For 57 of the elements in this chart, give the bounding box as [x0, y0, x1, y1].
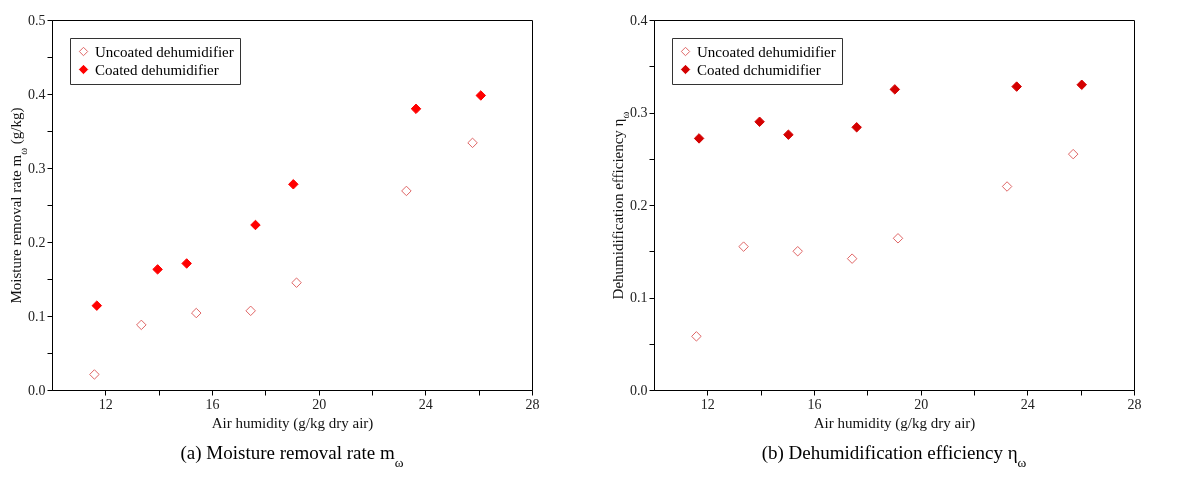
point [889, 84, 901, 95]
point [1011, 81, 1022, 92]
point [136, 319, 147, 331]
y-tick-label: 0.1 [630, 290, 648, 305]
point [291, 277, 302, 288]
y-tick-label: 0.5 [28, 12, 46, 28]
point [475, 90, 487, 101]
point [792, 246, 803, 257]
point [250, 219, 261, 231]
point [691, 331, 702, 342]
x-tick-label: 20 [312, 396, 327, 412]
point [1067, 148, 1079, 160]
x-tick-label: 24 [1020, 396, 1035, 412]
point [245, 305, 256, 317]
legend-label: Uncoated dehumidifier [697, 43, 836, 60]
y-tick-label: 0.1 [28, 308, 46, 324]
x-tick-label: 12 [98, 396, 113, 412]
x-tick-label: 24 [418, 396, 433, 412]
x-axis-title: Air humidity (g/kg dry air) [813, 414, 976, 432]
point [1001, 181, 1013, 192]
y-tick-label: 0.2 [630, 197, 648, 213]
legend-label: Coated dchumidifier [697, 61, 821, 78]
point [288, 179, 299, 190]
point [191, 307, 202, 319]
point [851, 122, 862, 133]
x-tick-label: 20 [914, 396, 929, 412]
text: (b) Dehumidification efficiency η$_{ω}$ [761, 442, 1027, 470]
y-tick-label: 0.4 [630, 12, 648, 28]
x-tick-label: 28 [525, 396, 540, 412]
x-tick-label: 16 [205, 396, 220, 412]
point [846, 253, 858, 264]
point [738, 241, 749, 252]
point [467, 137, 478, 149]
point [89, 369, 100, 380]
x-tick-label: 16 [807, 396, 822, 412]
point [410, 103, 422, 115]
point [892, 233, 904, 244]
point [693, 133, 705, 144]
y-tick-label: 0.3 [28, 160, 46, 176]
x-tick-label: 28 [1127, 396, 1142, 412]
point [181, 258, 192, 269]
y-tick-label: 0.4 [28, 86, 46, 102]
y-tick-label: 0.0 [28, 382, 46, 398]
text: (a) Moisture removal rate m$_{ω}$ [180, 442, 404, 470]
point [754, 116, 765, 127]
y-tick-label: 0.3 [630, 105, 648, 120]
point [1076, 79, 1087, 90]
point [783, 129, 794, 140]
y-tick-label: 0.2 [28, 234, 46, 250]
legend-label: Coated dehumidifier [95, 61, 219, 78]
y-tick-label: 0.0 [630, 382, 648, 398]
legend-label: Uncoated dehumidifier [95, 43, 234, 60]
x-tick-label: 12 [700, 396, 715, 412]
point [152, 264, 163, 275]
point [401, 185, 412, 197]
x-axis-title: Air humidity (g/kg dry air) [211, 414, 374, 432]
point [91, 300, 103, 311]
